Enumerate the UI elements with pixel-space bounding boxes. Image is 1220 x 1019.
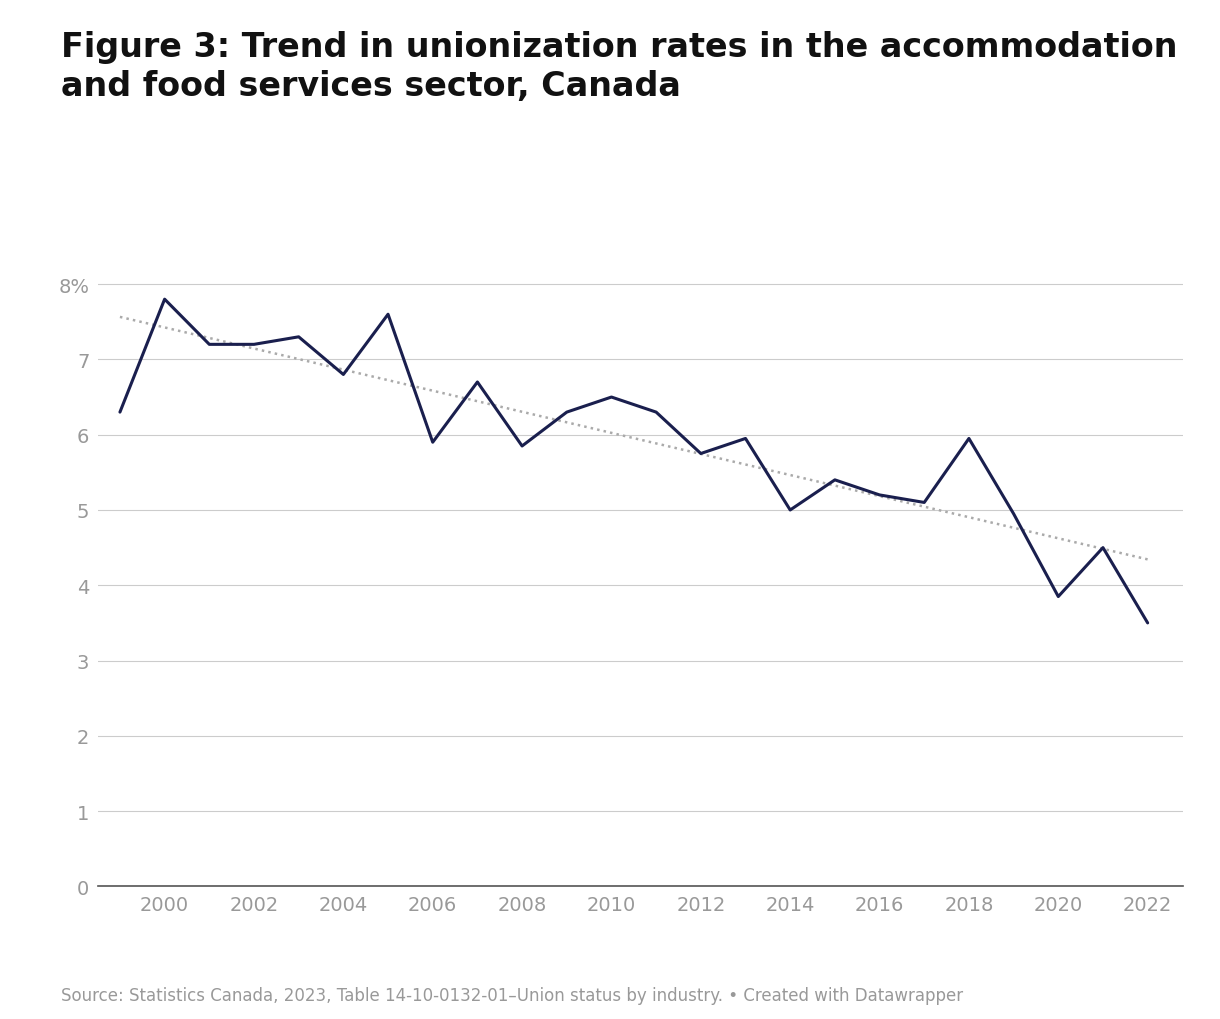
Text: Source: Statistics Canada, 2023, Table 14-10-0132-01–Union status by industry. •: Source: Statistics Canada, 2023, Table 1… [61, 985, 963, 1004]
Text: Figure 3: Trend in unionization rates in the accommodation
and food services sec: Figure 3: Trend in unionization rates in… [61, 31, 1177, 103]
